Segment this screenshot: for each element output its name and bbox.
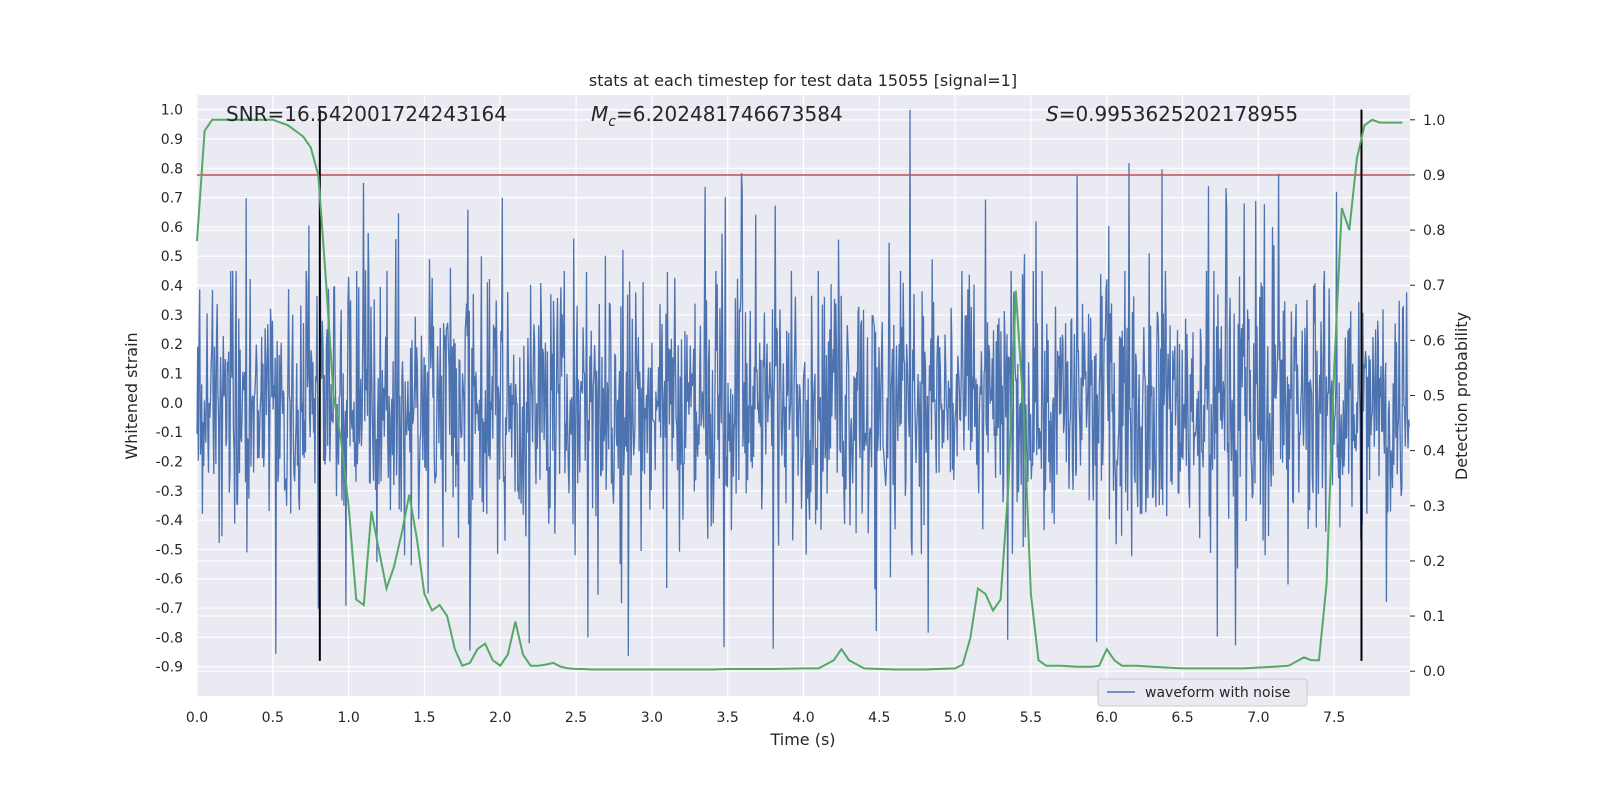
x-axis-label: Time (s) bbox=[769, 730, 835, 749]
x-tick-label: 6.5 bbox=[1171, 710, 1193, 726]
left-y-tick-label: 0.6 bbox=[161, 220, 183, 236]
right-y-axis-label: Detection probability bbox=[1452, 312, 1471, 480]
right-y-tick-label: 0.2 bbox=[1423, 554, 1445, 570]
probability-line bbox=[196, 118, 1403, 671]
left-y-tick-label: 0.7 bbox=[161, 191, 183, 207]
x-tick-label: 0.5 bbox=[262, 710, 284, 726]
snr-annotation: SNR=16.542001724243164 bbox=[226, 102, 507, 126]
left-y-axis-ticks: 1.0 0.9 0.8 0.7 0.6 0.5 0.4 0.3 0.2 0.1 0.0 -0.1 -0.… bbox=[156, 103, 183, 676]
x-tick-label: 0.0 bbox=[186, 710, 208, 726]
left-y-tick-label: 0.5 bbox=[161, 249, 183, 265]
left-y-axis-label: Whitened strain bbox=[122, 332, 141, 459]
right-y-tick-label: 0.0 bbox=[1423, 664, 1445, 680]
x-tick-label: 4.5 bbox=[868, 710, 890, 726]
x-tick-label: 2.5 bbox=[565, 710, 587, 726]
x-tick-label: 4.0 bbox=[792, 710, 814, 726]
right-y-tick-label: 0.6 bbox=[1423, 333, 1445, 349]
x-tick-label: 2.0 bbox=[489, 710, 511, 726]
legend-label-waveform: waveform with noise bbox=[1145, 685, 1290, 701]
statistic-value: =0.9953625202178955 bbox=[1059, 102, 1298, 126]
right-y-tick-label: 0.5 bbox=[1423, 389, 1445, 405]
left-y-tick-label: 0.4 bbox=[161, 279, 183, 295]
left-y-tick-label: -0.6 bbox=[156, 572, 183, 588]
x-tick-label: 6.0 bbox=[1096, 710, 1118, 726]
left-y-tick-label: 0.8 bbox=[161, 161, 183, 177]
x-tick-label: 3.5 bbox=[717, 710, 739, 726]
left-y-tick-label: -0.4 bbox=[156, 513, 183, 529]
waveform-series bbox=[196, 109, 1410, 656]
statistic-symbol: S bbox=[1046, 102, 1059, 126]
left-y-tick-label: -0.1 bbox=[156, 425, 183, 441]
waveform-line bbox=[196, 109, 1410, 656]
left-y-tick-label: 0.3 bbox=[161, 308, 183, 324]
left-y-tick-label: 0.0 bbox=[161, 396, 183, 412]
x-tick-label: 7.0 bbox=[1247, 710, 1269, 726]
right-y-tick-label: 0.1 bbox=[1423, 609, 1445, 625]
chirp-mass-subscript: c bbox=[608, 114, 616, 130]
left-y-tick-label: -0.8 bbox=[156, 630, 183, 646]
chirp-mass-annotation: Mc=6.202481746673584 bbox=[591, 102, 843, 130]
chirp-mass-symbol: M bbox=[591, 102, 608, 126]
chart-title: stats at each timestep for test data 150… bbox=[589, 71, 1017, 90]
right-y-tick-label: 0.8 bbox=[1423, 223, 1445, 239]
left-y-tick-label: -0.5 bbox=[156, 542, 183, 558]
legend-box bbox=[1097, 678, 1308, 707]
left-y-tick-label: 0.1 bbox=[161, 367, 183, 383]
chirp-mass-value: =6.202481746673584 bbox=[616, 102, 843, 126]
left-y-tick-label: 0.2 bbox=[161, 337, 183, 353]
x-tick-label: 1.5 bbox=[413, 710, 435, 726]
x-axis-ticks: 0.0 0.5 1.0 1.5 2.0 2.5 3.0 3.5 4.0 4.5 5.0 5.5 6.0 6… bbox=[186, 710, 1345, 726]
detection-statistic-annotation: S=0.9953625202178955 bbox=[1046, 102, 1298, 126]
left-y-tick-label: -0.9 bbox=[156, 660, 183, 676]
right-y-tick-label: 0.4 bbox=[1423, 444, 1445, 460]
x-tick-label: 7.5 bbox=[1323, 710, 1345, 726]
detection-probability-series bbox=[196, 118, 1403, 671]
left-y-tick-label: -0.2 bbox=[156, 454, 183, 470]
right-y-tick-label: 1.0 bbox=[1423, 113, 1445, 129]
left-y-tick-label: 1.0 bbox=[161, 103, 183, 119]
right-y-axis-ticks: 1.0 0.9 0.8 0.7 0.6 0.5 0.4 0.3 0.2 0.1 0.0 bbox=[1410, 113, 1445, 680]
right-y-tick-label: 0.3 bbox=[1423, 499, 1445, 515]
left-y-tick-label: 0.9 bbox=[161, 132, 183, 148]
right-y-tick-label: 0.9 bbox=[1423, 168, 1445, 184]
x-tick-label: 3.0 bbox=[641, 710, 663, 726]
left-y-tick-label: -0.3 bbox=[156, 484, 183, 500]
x-tick-label: 5.0 bbox=[944, 710, 966, 726]
x-tick-label: 5.5 bbox=[1020, 710, 1042, 726]
legend: waveform with noise bbox=[1097, 678, 1308, 707]
x-tick-label: 1.0 bbox=[337, 710, 359, 726]
left-y-tick-label: -0.7 bbox=[156, 601, 183, 617]
right-y-tick-label: 0.7 bbox=[1423, 278, 1445, 294]
